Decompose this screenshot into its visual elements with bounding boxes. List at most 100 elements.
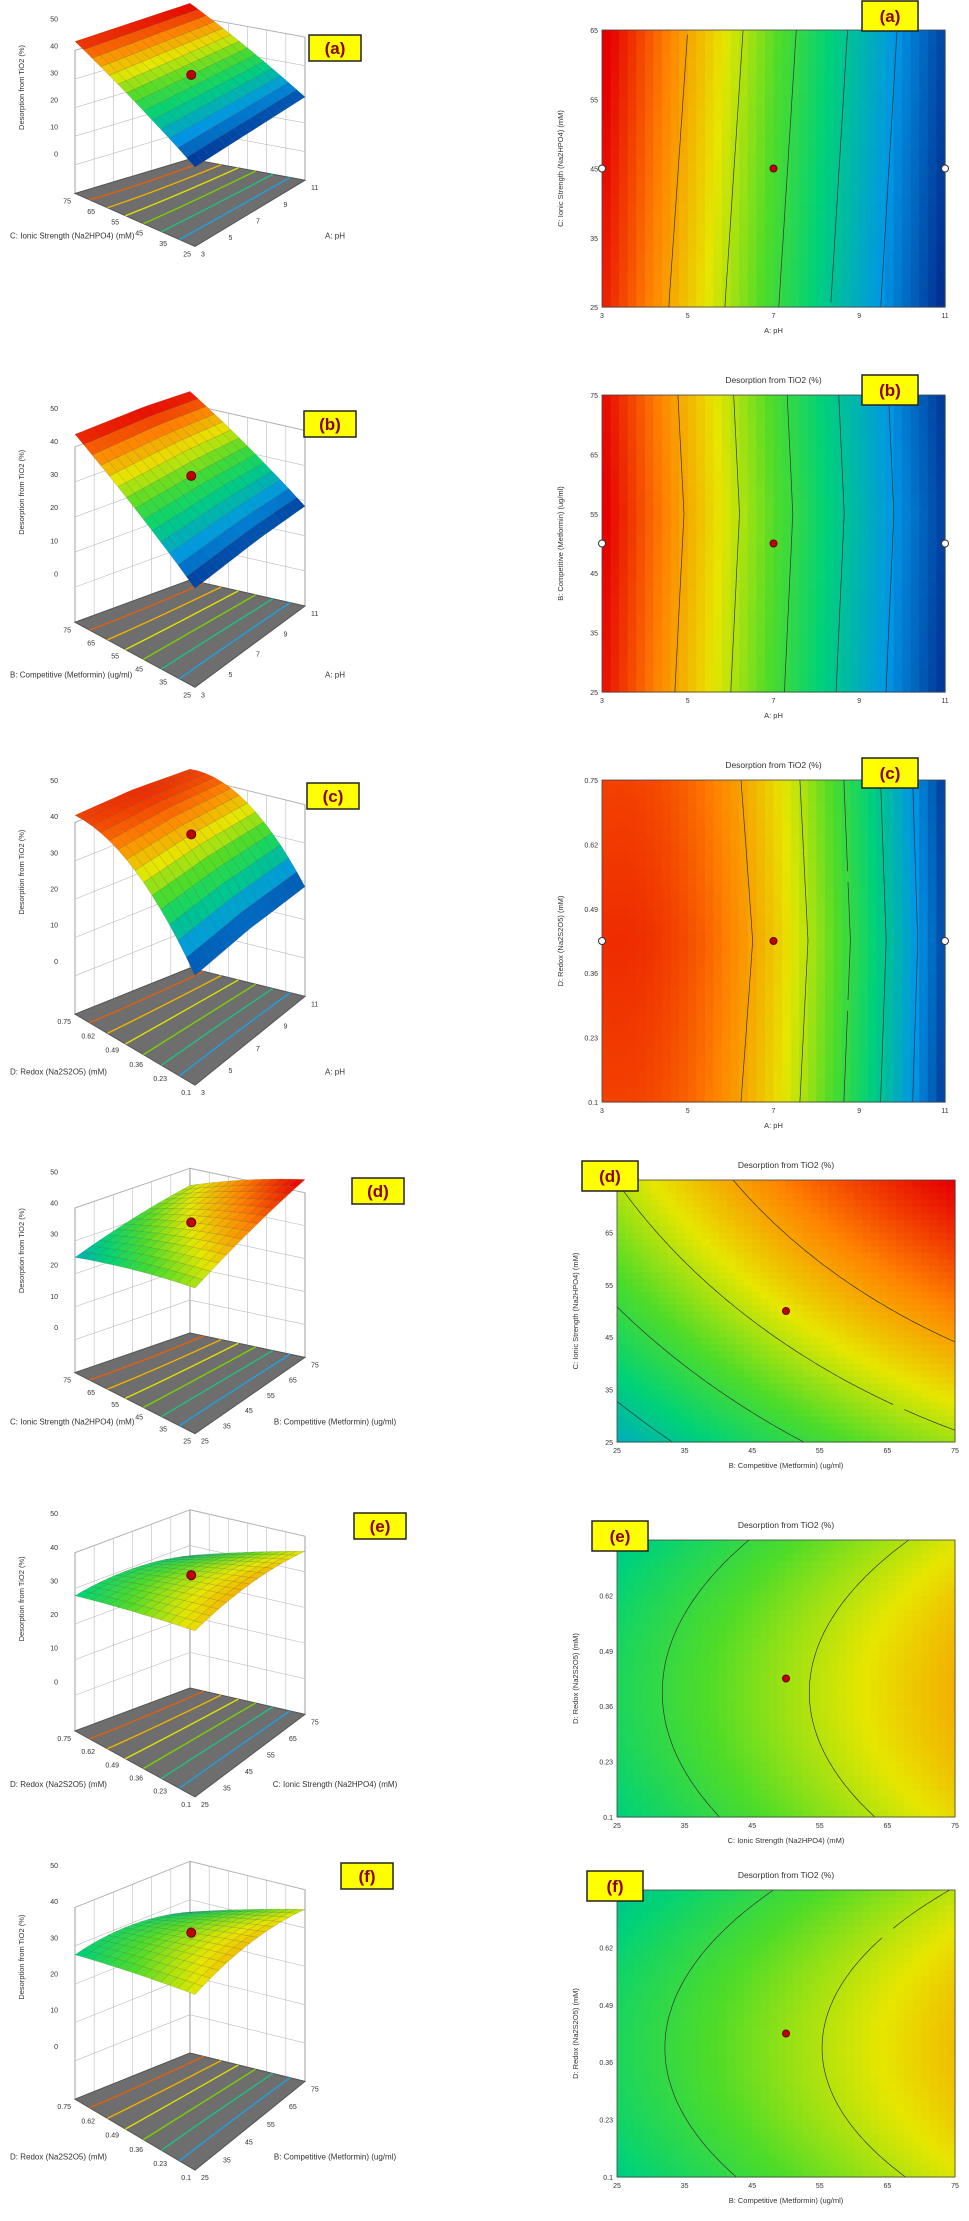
y-tick-label: 0.75 bbox=[584, 778, 598, 785]
x-tick-label: 3 bbox=[600, 313, 604, 320]
x-tick-label: 3 bbox=[201, 251, 205, 258]
contour-field bbox=[602, 30, 946, 308]
y-tick-label: 0.23 bbox=[153, 1076, 167, 1083]
panel-label-box bbox=[586, 1870, 644, 1902]
y-axis-label: B: Competitive (Metformin) (ug/ml) bbox=[10, 671, 133, 680]
panel-label-box bbox=[861, 757, 919, 789]
panel-label-box bbox=[308, 34, 362, 62]
z-tick-label: 0 bbox=[54, 1679, 58, 1686]
panel-label-box bbox=[581, 1160, 639, 1192]
y-tick-label: 35 bbox=[159, 241, 167, 248]
design-point-marker bbox=[186, 1927, 197, 1938]
x-tick-label: 9 bbox=[857, 313, 861, 320]
y-tick-label: 0.75 bbox=[57, 1736, 71, 1743]
y-axis-label: D: Redox (Na2S2O5) (mM) bbox=[571, 1988, 580, 2079]
z-tick-label: 30 bbox=[50, 1232, 58, 1239]
axial-point-marker bbox=[598, 164, 606, 173]
z-tick-label: 10 bbox=[50, 1294, 58, 1301]
contour-field bbox=[602, 780, 946, 1103]
x-tick-label: 45 bbox=[245, 1408, 253, 1415]
x-tick-label: 75 bbox=[951, 1823, 959, 1830]
axial-point-marker bbox=[598, 937, 606, 945]
z-tick-label: 20 bbox=[50, 1263, 58, 1270]
x-tick-label: 7 bbox=[772, 1108, 776, 1115]
x-tick-label: 55 bbox=[267, 1752, 275, 1759]
y-tick-label: 55 bbox=[111, 653, 119, 660]
panel-label-box bbox=[306, 782, 360, 810]
design-point-marker bbox=[782, 1674, 790, 1683]
contour-lines bbox=[661, 1539, 910, 1818]
y-tick-label: 0.62 bbox=[599, 1593, 613, 1600]
y-tick-label: 25 bbox=[183, 1439, 191, 1446]
response-surface bbox=[74, 768, 306, 976]
surface-plot-6: 0 10 20 30 40 50 Desorption from TiO2 (%) 25 35 4… bbox=[0, 1840, 490, 2195]
floor-contours bbox=[89, 970, 291, 1077]
response-surface bbox=[74, 1178, 306, 1289]
panel-label: (b) bbox=[319, 415, 341, 434]
y-axis-label: C: Ionic Strength (Na2HPO4) (mM) bbox=[556, 110, 565, 227]
axial-point-marker bbox=[941, 164, 949, 173]
y-axis-label: D: Redox (Na2S2O5) (mM) bbox=[10, 2153, 107, 2162]
design-point-marker bbox=[186, 1570, 197, 1581]
x-axis-label: B: Competitive (Metformin) (ug/ml) bbox=[274, 1418, 397, 1427]
contour-lines bbox=[668, 29, 898, 308]
panel-label: (a) bbox=[325, 39, 346, 58]
axial-point-marker bbox=[598, 539, 606, 548]
y-tick-label: 0.49 bbox=[105, 1762, 119, 1769]
z-axis-label: Desorption from TiO2 (%) bbox=[17, 44, 26, 130]
y-tick-label: 0.49 bbox=[599, 1649, 613, 1656]
x-tick-label: 75 bbox=[311, 1719, 319, 1726]
x-tick-label: 75 bbox=[951, 1448, 959, 1455]
x-tick-label: 5 bbox=[229, 235, 233, 242]
contour-title: Desorption from TiO2 (%) bbox=[738, 1870, 835, 1880]
z-tick-label: 40 bbox=[50, 814, 58, 821]
x-axis-label: C: Ionic Strength (Na2HPO4) (mM) bbox=[273, 1780, 398, 1789]
x-tick-label: 35 bbox=[681, 1823, 689, 1830]
floor-contours bbox=[89, 1690, 291, 1789]
y-tick-label: 0.1 bbox=[603, 1815, 613, 1822]
y-tick-label: 0.49 bbox=[105, 1048, 119, 1055]
y-tick-label: 75 bbox=[63, 1378, 71, 1385]
x-tick-label: 55 bbox=[816, 1823, 824, 1830]
y-tick-label: 0.23 bbox=[599, 2118, 613, 2125]
contour-field bbox=[602, 395, 946, 693]
x-tick-label: 25 bbox=[613, 1448, 621, 1455]
contour-field bbox=[617, 1890, 956, 2178]
x-tick-label: 25 bbox=[613, 1823, 621, 1830]
x-tick-label: 65 bbox=[289, 1736, 297, 1743]
x-tick-label: 55 bbox=[267, 2122, 275, 2129]
z-axis-label: Desorption from TiO2 (%) bbox=[17, 1914, 26, 2000]
contour-lines bbox=[616, 1889, 950, 2178]
x-tick-label: 25 bbox=[201, 1439, 209, 1446]
panel-label: (e) bbox=[370, 1517, 391, 1536]
panel-label-box bbox=[861, 374, 919, 406]
x-tick-label: 11 bbox=[941, 313, 948, 320]
x-tick-label: 5 bbox=[686, 313, 690, 320]
y-axis-label: B: Competitive (Metformin) (ug/ml) bbox=[556, 486, 565, 601]
contour-lines bbox=[674, 394, 895, 693]
x-tick-label: 45 bbox=[748, 1448, 756, 1455]
x-tick-label: 35 bbox=[223, 1785, 231, 1792]
x-tick-label: 35 bbox=[223, 1423, 231, 1430]
y-axis-label: D: Redox (Na2S2O5) (mM) bbox=[556, 895, 565, 986]
panel-label: (d) bbox=[599, 1167, 621, 1186]
panel-label: (c) bbox=[880, 764, 901, 783]
x-tick-label: 11 bbox=[311, 1001, 318, 1008]
design-point-marker bbox=[769, 539, 778, 548]
y-tick-label: 0.62 bbox=[81, 1749, 95, 1756]
y-tick-label: 0.36 bbox=[599, 1704, 613, 1711]
y-tick-label: 45 bbox=[590, 571, 598, 578]
z-tick-label: 50 bbox=[50, 1169, 58, 1176]
contour-field bbox=[617, 1180, 956, 1443]
y-tick-label: 35 bbox=[159, 679, 167, 686]
y-tick-label: 55 bbox=[590, 97, 598, 104]
y-tick-label: 0.49 bbox=[105, 2133, 119, 2140]
y-tick-label: 0.36 bbox=[599, 2060, 613, 2067]
design-point-marker bbox=[186, 829, 197, 840]
floor-contours bbox=[89, 2055, 291, 2162]
x-tick-label: 65 bbox=[289, 2104, 297, 2111]
x-tick-label: 9 bbox=[284, 631, 288, 638]
x-tick-label: 9 bbox=[284, 1024, 288, 1031]
response-surface bbox=[74, 391, 306, 589]
